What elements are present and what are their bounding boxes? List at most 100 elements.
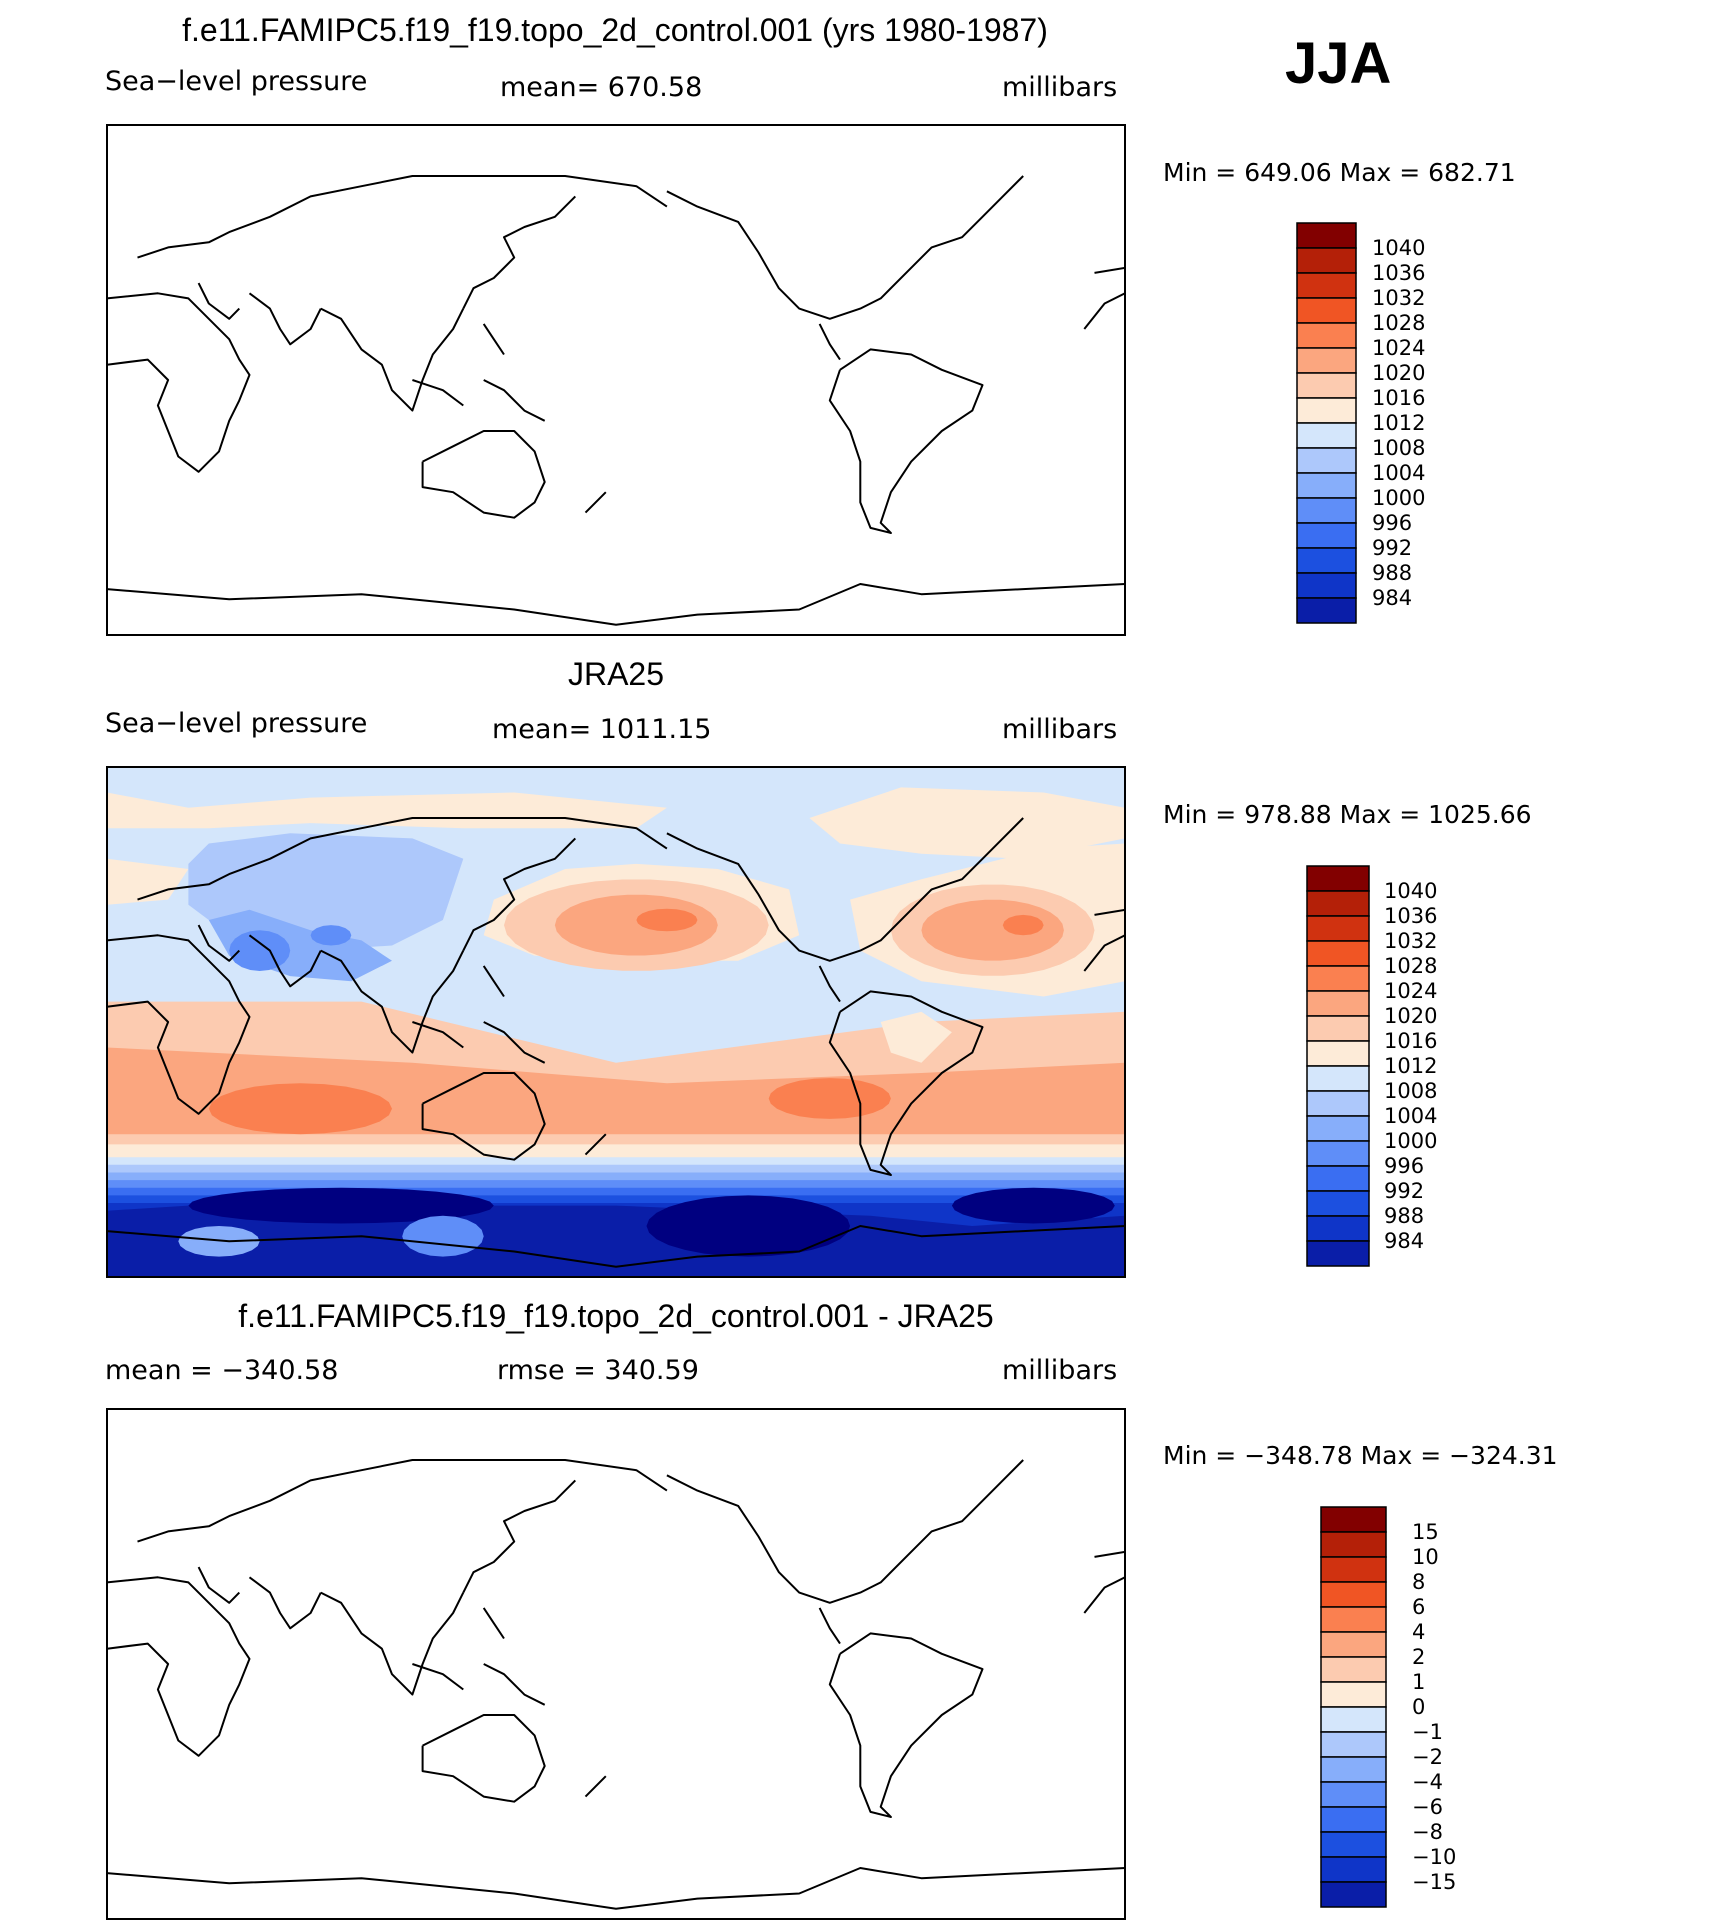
coastline	[412, 379, 464, 407]
slp-contour-fill	[809, 787, 1125, 859]
colorbar-tick-label: 10	[1412, 1545, 1439, 1569]
coastline	[1094, 266, 1125, 274]
slp-contour-fill	[107, 858, 189, 905]
colorbar-tick-label: −8	[1412, 1820, 1443, 1844]
panel2-variable: Sea−level pressure	[105, 708, 368, 739]
colorbar-tick-label: 1024	[1372, 336, 1425, 360]
colorbar-2: 1040103610321028102410201016101210081004…	[1306, 865, 1437, 1267]
colorbar-tick-label: 4	[1412, 1620, 1425, 1644]
colorbar-segment	[1306, 1065, 1370, 1092]
coastline	[421, 1072, 546, 1161]
colorbar-tick-label: −2	[1412, 1745, 1443, 1769]
map-panel-3	[106, 1408, 1126, 1920]
coastline	[248, 292, 322, 346]
colorbar-segment	[1296, 422, 1357, 449]
slp-contour-fill	[310, 925, 352, 946]
colorbar-tick-label: 1028	[1384, 954, 1437, 978]
colorbar-segment	[1296, 297, 1357, 324]
colorbar-segment	[1306, 1090, 1370, 1117]
coastline	[584, 491, 607, 514]
coastline	[412, 1021, 464, 1049]
colorbar-tick-label: 984	[1372, 586, 1412, 610]
coastlines	[107, 817, 1125, 1268]
map-frame	[106, 766, 1126, 1278]
colorbar-tick-label: 988	[1384, 1204, 1424, 1228]
colorbar-tick-label: −1	[1412, 1720, 1443, 1744]
coastline	[462, 837, 577, 952]
slp-contour-fill	[880, 1011, 952, 1063]
map-panel-2	[106, 766, 1126, 1278]
colorbar-tick-label: 1004	[1384, 1104, 1437, 1128]
coastline	[248, 934, 322, 988]
panel2-minmax: Min = 978.88 Max = 1025.66	[1163, 800, 1532, 829]
panel3-minmax: Min = −348.78 Max = −324.31	[1163, 1441, 1558, 1470]
colorbar-segment	[1306, 1190, 1370, 1217]
colorbar-tick-label: 0	[1412, 1695, 1425, 1719]
coastline	[483, 379, 546, 422]
slp-contour-fill	[951, 1187, 1115, 1224]
slp-contour-fill	[107, 1144, 1125, 1160]
slp-contour-fill	[107, 1180, 1125, 1191]
colorbar-segment	[1296, 372, 1357, 399]
colorbar-segment	[1320, 1731, 1387, 1758]
slp-contour-fill	[208, 1083, 392, 1135]
coastline	[818, 965, 841, 1003]
colorbar-segment	[1306, 890, 1370, 917]
colorbar-segment	[1320, 1806, 1387, 1833]
colorbar-tick-label: −6	[1412, 1795, 1443, 1819]
colorbar-segment	[1306, 990, 1370, 1017]
coastline	[462, 195, 577, 310]
coastline	[320, 307, 465, 412]
coastline	[828, 1632, 984, 1818]
slp-contour-fill	[921, 899, 1064, 961]
coastline	[818, 323, 841, 361]
colorbar-segment	[1296, 547, 1357, 574]
coastline	[197, 1566, 241, 1604]
colorbar-segment	[1296, 397, 1357, 424]
colorbar-segment	[1320, 1556, 1387, 1583]
slp-contour-fill	[636, 908, 698, 932]
coastline	[107, 292, 251, 473]
coastline	[248, 1576, 322, 1630]
coastline	[483, 1663, 546, 1706]
colorbar-tick-label: 1012	[1372, 411, 1425, 435]
map-background	[107, 1409, 1125, 1919]
colorbar-segment	[1296, 572, 1357, 599]
colorbar-segment	[1320, 1531, 1387, 1558]
colorbar-segment	[1320, 1506, 1387, 1533]
colorbar-segment	[1306, 1040, 1370, 1067]
colorbar-segment	[1320, 1706, 1387, 1733]
slp-contour-fill	[188, 1187, 494, 1224]
colorbar-tick-label: 1036	[1384, 904, 1437, 928]
colorbar-tick-label: 988	[1372, 561, 1412, 585]
coastline	[320, 949, 465, 1054]
colorbar-tick-label: 1012	[1384, 1054, 1437, 1078]
coastline	[1094, 908, 1125, 916]
colorbar-tick-label: 996	[1384, 1154, 1424, 1178]
colorbar-segment	[1320, 1831, 1387, 1858]
colorbar-segment	[1306, 1240, 1370, 1267]
colorbar-segment	[1296, 472, 1357, 499]
coastline	[828, 990, 984, 1176]
coastline	[482, 965, 505, 998]
colorbar-1: 1040103610321028102410201016101210081004…	[1296, 222, 1425, 624]
coastlines	[107, 1459, 1125, 1910]
colorbar-tick-label: −4	[1412, 1770, 1443, 1794]
colorbar-segment	[1296, 447, 1357, 474]
colorbar-segment	[1320, 1631, 1387, 1658]
coastline	[137, 175, 668, 259]
colorbar-tick-label: 992	[1384, 1179, 1424, 1203]
colorbar-tick-label: 1024	[1384, 979, 1437, 1003]
colorbar-tick-label: 1032	[1372, 286, 1425, 310]
coastline	[482, 323, 505, 356]
colorbar-tick-label: 1040	[1372, 236, 1425, 260]
colorbar-segment	[1306, 1115, 1370, 1142]
panel1-minmax: Min = 649.06 Max = 682.71	[1163, 158, 1516, 187]
colorbar-segment	[1320, 1606, 1387, 1633]
coastline	[107, 934, 251, 1115]
colorbar-segment	[1320, 1581, 1387, 1608]
panel3-title: f.e11.FAMIPC5.f19_f19.topo_2d_control.00…	[238, 1298, 994, 1334]
colorbar-segment	[1306, 865, 1370, 892]
panel1-variable: Sea−level pressure	[105, 66, 368, 97]
panel2-title: JRA25	[567, 656, 665, 692]
